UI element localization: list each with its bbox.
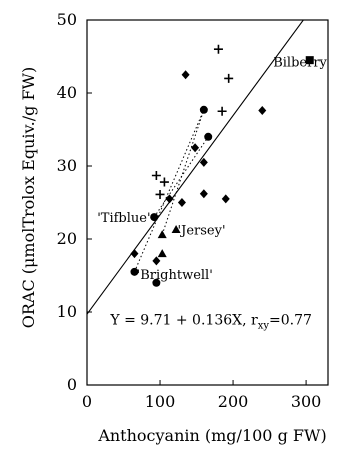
data-point-plus [217,106,227,116]
data-point-diamond [181,70,190,80]
point-annotation: 'Brightwell' [137,268,213,283]
y-tick-label: 30 [57,156,77,175]
data-point-circle [204,132,213,141]
y-tick-label: 40 [57,83,77,102]
data-point-triangle [157,249,167,258]
data-point-diamond [199,189,208,199]
y-tick-label: 0 [67,375,77,394]
data-point-circle [152,278,161,287]
point-annotation: Bilberry [273,56,327,71]
data-point-square [305,56,314,65]
data-point-plus [159,177,169,187]
y-tick-label: 20 [57,229,77,248]
x-tick-label: 0 [82,392,92,411]
x-tick-label: 100 [145,392,176,411]
data-point-triangle [171,225,181,234]
y-tick-label: 10 [57,302,77,321]
data-point-diamond [165,194,174,204]
point-annotation: 'Tifblue' [97,211,150,226]
data-point-circle [150,213,159,222]
data-point-diamond [152,256,161,266]
data-point-plus [155,189,165,199]
y-axis-title: ORAC (μmolTrolox Equiv./g FW) [19,67,38,329]
dotted-link [134,109,205,273]
data-point-diamond [130,249,139,259]
x-tick-label: 300 [291,392,322,411]
data-point-plus [151,170,161,180]
data-point-diamond [191,143,200,153]
data-point-diamond [177,198,186,207]
data-point-plus [224,73,234,83]
data-point-diamond [258,106,267,116]
data-point-circle [199,105,208,114]
data-point-triangle [157,230,167,239]
data-point-diamond [199,157,208,167]
regression-equation: Y = 9.71 + 0.136X, rxy=0.77 [109,312,312,331]
plot-frame [86,19,329,386]
data-point-plus [213,44,223,54]
dotted-link [161,109,205,235]
plot-layer: 0 100 200 300 0 10 20 30 40 50 Anthocyanin (mg/100… [19,10,329,445]
data-point-circle [130,267,139,276]
x-axis-title: Anthocyanin (mg/100 g FW) [97,426,326,445]
point-annotation: 'Jersey' [178,224,226,239]
y-tick-label: 50 [57,10,77,29]
x-tick-label: 200 [218,392,249,411]
regression-line [87,20,305,315]
data-point-diamond [221,194,230,204]
